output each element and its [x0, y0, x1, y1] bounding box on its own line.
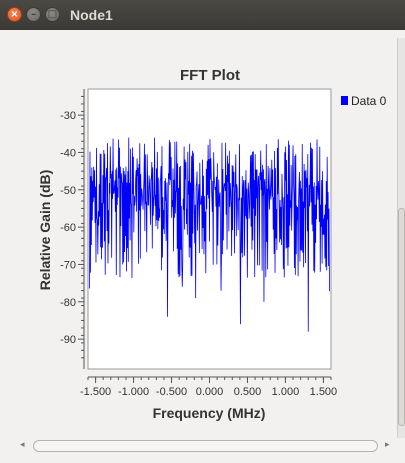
y-tick-label: -40 — [60, 147, 76, 159]
y-tick-label: -80 — [60, 297, 76, 309]
close-window-button[interactable]: × — [7, 7, 22, 22]
x-axis: -1.500 -1.000 -0.500 0.000 0.500 1.000 1.500 — [80, 376, 338, 398]
x-axis-label: Frequency (MHz) — [153, 405, 266, 421]
y-tick-label: -30 — [60, 110, 76, 122]
vertical-scroll-thumb[interactable] — [398, 208, 405, 426]
scroll-left-arrow-icon[interactable]: ◂ — [20, 440, 25, 450]
horizontal-scrollbar[interactable]: ◂ ▸ — [20, 440, 395, 452]
maximize-window-button[interactable]: □ — [45, 7, 60, 22]
minimize-window-button[interactable]: – — [26, 7, 41, 22]
chart-title: FFT Plot — [180, 67, 240, 84]
vertical-scrollbar[interactable] — [395, 38, 405, 438]
y-tick-label: -60 — [60, 222, 76, 234]
legend-swatch-data-0 — [341, 96, 348, 105]
y-tick-label: -70 — [60, 259, 76, 271]
x-tick-label: -0.500 — [156, 386, 187, 398]
series-data-0 — [89, 137, 330, 332]
legend-label-data-0: Data 0 — [351, 94, 387, 108]
close-icon: × — [10, 8, 19, 20]
y-tick-label: -50 — [60, 185, 76, 197]
legend: Data 0 — [341, 94, 387, 108]
x-tick-label: 0.500 — [234, 386, 262, 398]
window-title: Node1 — [70, 7, 113, 23]
maximize-icon: □ — [47, 8, 58, 20]
x-tick-label: 0.000 — [196, 386, 224, 398]
x-tick-label: -1.500 — [80, 386, 111, 398]
y-axis: -30 -40 -50 -60 -70 -80 -90 — [60, 89, 85, 369]
y-axis-label: Relative Gain (dB) — [37, 170, 53, 291]
series-line-data-0 — [89, 137, 330, 332]
horizontal-scroll-thumb[interactable] — [33, 440, 378, 452]
minimize-icon: – — [31, 8, 36, 20]
x-tick-label: 1.000 — [272, 386, 300, 398]
x-tick-label: -1.000 — [118, 386, 149, 398]
scroll-right-arrow-icon[interactable]: ▸ — [385, 440, 390, 450]
x-tick-label: 1.500 — [310, 386, 338, 398]
y-tick-label: -90 — [60, 334, 76, 346]
window-titlebar[interactable]: × – □ Node1 — [0, 0, 405, 30]
